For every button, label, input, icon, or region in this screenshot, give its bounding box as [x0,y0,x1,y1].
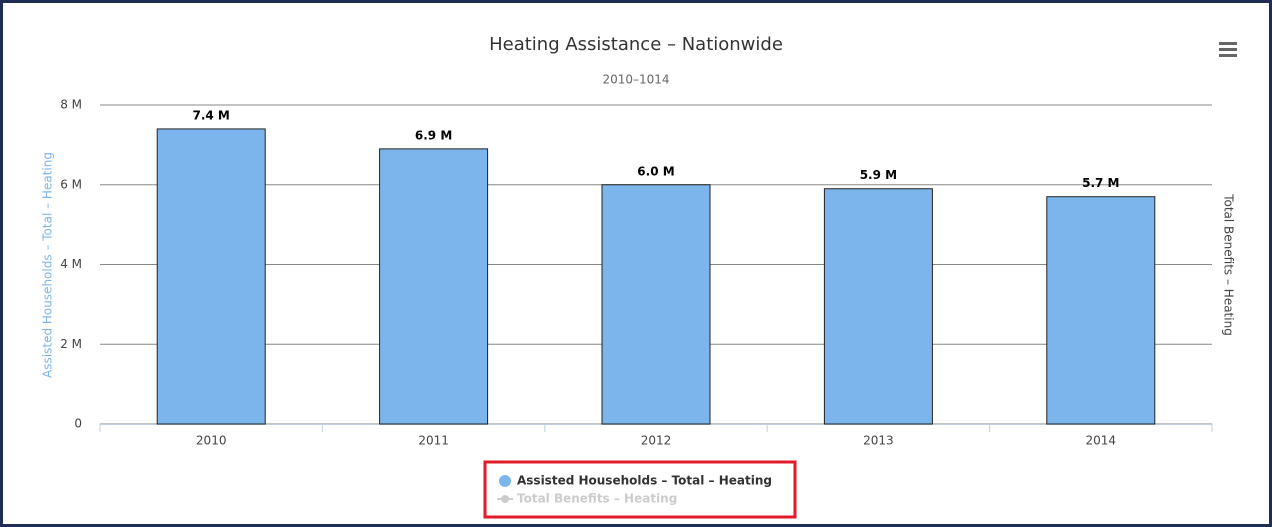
menu-line [1219,42,1237,45]
legend-symbol [501,495,509,503]
y-tick-label: 0 [74,417,82,431]
data-label: 6.0 M [637,164,674,178]
x-tick-label: 2010 [196,434,227,448]
legend-label: Total Benefits – Heating [517,492,677,506]
menu-icon[interactable] [1219,42,1237,57]
x-tick-label: 2011 [418,434,449,448]
x-tick-label: 2014 [1086,434,1117,448]
bar [379,148,489,425]
legend-item[interactable]: Assisted Households – Total – Heating [499,474,772,488]
y2-axis-title: Total Benefits – Heating [1222,193,1236,336]
data-label: 5.7 M [1082,176,1119,190]
x-tick-label: 2013 [863,434,894,448]
data-label: 6.9 M [415,128,452,142]
menu-line [1219,48,1237,51]
legend-label: Assisted Households – Total – Heating [517,474,772,488]
data-label: 5.9 M [860,168,897,182]
y-tick-label: 2 M [60,337,82,351]
highlight-box [483,460,797,519]
legend-symbol [499,475,511,487]
y-tick-label: 6 M [60,177,82,191]
bar [1046,196,1156,425]
x-tick-label: 2012 [641,434,672,448]
data-label: 7.4 M [193,108,230,122]
legend-item[interactable]: Total Benefits – Heating [497,492,677,506]
y-tick-label: 4 M [60,257,82,271]
menu-line [1219,54,1237,57]
bar [156,128,266,425]
bar [823,188,933,425]
chart-title: Heating Assistance – Nationwide [489,34,783,55]
y-axis-title: Assisted Households – Total – Heating [41,152,55,378]
chart-subtitle: 2010–1014 [602,73,669,87]
y-tick-label: 8 M [60,98,82,112]
bar [601,184,711,425]
